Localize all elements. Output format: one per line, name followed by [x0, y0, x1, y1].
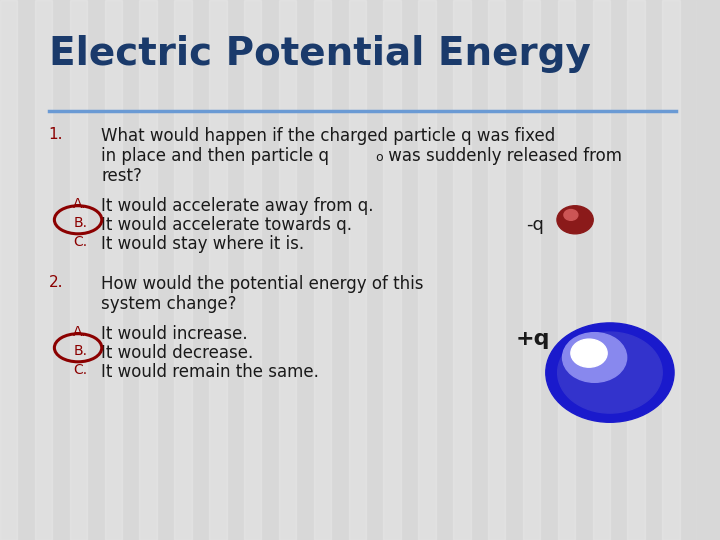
Bar	[140, 0, 157, 540]
Bar	[174, 0, 192, 540]
Bar	[662, 0, 680, 540]
Text: C.: C.	[73, 363, 87, 377]
Text: was suddenly released from: was suddenly released from	[383, 147, 622, 165]
Text: +q: +q	[516, 329, 550, 349]
Bar	[35, 0, 53, 540]
Circle shape	[546, 323, 674, 422]
Text: 2.: 2.	[49, 275, 63, 291]
Text: B.: B.	[73, 344, 87, 358]
Bar	[593, 0, 610, 540]
Text: It would increase.: It would increase.	[101, 325, 248, 343]
Text: in place and then particle q: in place and then particle q	[101, 147, 329, 165]
Text: A.: A.	[73, 325, 87, 339]
Circle shape	[562, 333, 626, 382]
Circle shape	[557, 206, 593, 234]
Bar	[104, 0, 122, 540]
Text: Electric Potential Energy: Electric Potential Energy	[49, 35, 590, 73]
Text: What would happen if the charged particle q was fixed: What would happen if the charged particl…	[101, 127, 555, 145]
Bar	[0, 0, 17, 540]
Text: It would accelerate towards q.: It would accelerate towards q.	[101, 216, 352, 234]
Bar	[418, 0, 436, 540]
Bar	[348, 0, 366, 540]
Text: o: o	[375, 151, 382, 164]
Text: system change?: system change?	[101, 295, 237, 313]
Text: C.: C.	[73, 235, 87, 249]
Circle shape	[564, 210, 578, 220]
Text: -q: -q	[526, 216, 544, 234]
Text: 1.: 1.	[49, 127, 63, 142]
Text: It would stay where it is.: It would stay where it is.	[101, 235, 304, 253]
Bar	[279, 0, 296, 540]
Bar	[697, 0, 714, 540]
Circle shape	[571, 339, 607, 367]
Bar	[627, 0, 645, 540]
Text: How would the potential energy of this: How would the potential energy of this	[101, 275, 423, 293]
Bar	[383, 0, 401, 540]
Bar	[209, 0, 227, 540]
Text: A.: A.	[73, 197, 87, 211]
Bar	[70, 0, 87, 540]
Text: It would remain the same.: It would remain the same.	[101, 363, 319, 381]
Text: rest?: rest?	[101, 167, 142, 185]
Text: B.: B.	[73, 216, 87, 230]
Bar	[453, 0, 470, 540]
Bar	[558, 0, 575, 540]
Bar	[523, 0, 540, 540]
Circle shape	[558, 332, 662, 413]
Text: It would decrease.: It would decrease.	[101, 344, 253, 362]
Text: o: o	[559, 219, 567, 232]
Bar	[488, 0, 505, 540]
Bar	[244, 0, 261, 540]
Text: It would accelerate away from q.: It would accelerate away from q.	[101, 197, 374, 215]
Bar	[314, 0, 331, 540]
